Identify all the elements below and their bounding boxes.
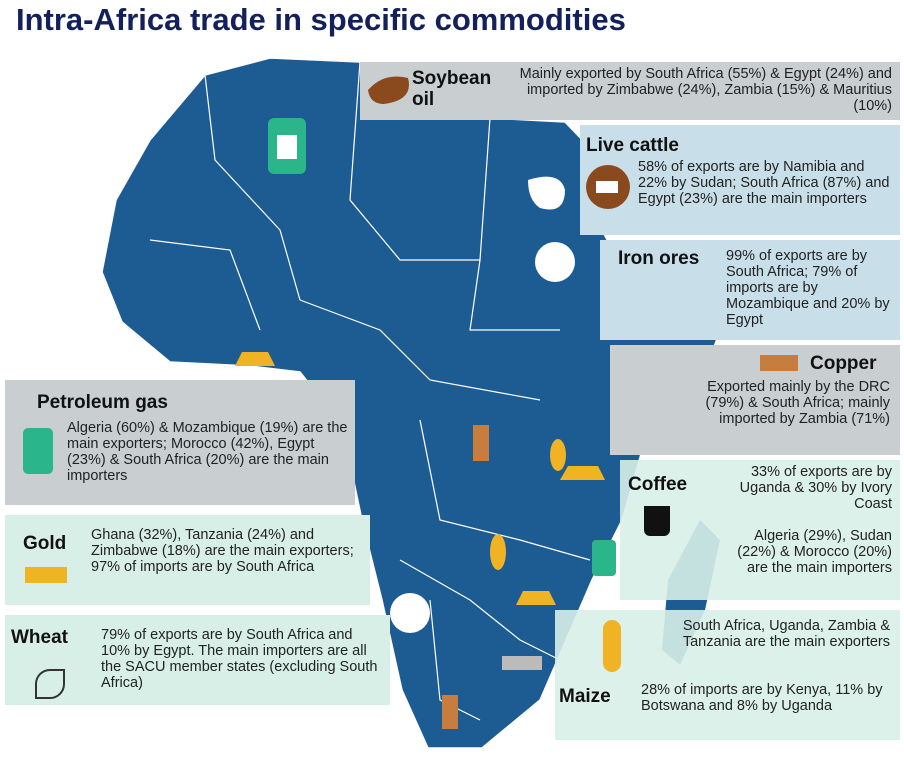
maize-icon (490, 534, 506, 570)
panel-name: Gold (23, 533, 67, 554)
panel-name: Petroleum gas (37, 392, 168, 413)
borders (149, 61, 591, 721)
panel-name: Iron ores (618, 248, 700, 269)
panel: Copper Exported mainly by the DRC (79%) … (610, 345, 900, 455)
panel-text: 33% of exports are by Uganda & 30% by Iv… (739, 464, 892, 512)
panel: Coffee 33% of exports are by Uganda & 30… (620, 460, 900, 600)
panel: Iron ores 99% of exports are by South Af… (600, 240, 900, 340)
bean (368, 76, 409, 104)
panel-text: Algeria (29%), Sudan (22%) & Morocco (20… (737, 528, 892, 576)
cattle-icon (535, 242, 575, 282)
panel: Maize South Africa, Uganda, Zambia & Tan… (555, 610, 900, 740)
bottle-icon (592, 540, 616, 576)
maize-icon (550, 439, 566, 471)
panel-text: Ghana (32%), Tanzania (24%) and Zimbabwe… (91, 527, 354, 575)
bottle-label (277, 135, 297, 159)
panel-text: 79% of exports are by South Africa and 1… (101, 627, 378, 691)
panel-text: Mainly exported by South Africa (55%) & … (519, 66, 892, 114)
copper-icon (473, 425, 489, 461)
panel-name: Coffee (628, 474, 688, 495)
icon-cow (596, 181, 618, 193)
panel-name: Maize (559, 686, 611, 707)
maize-icon (603, 620, 621, 672)
coffee-icon (644, 506, 670, 536)
panel: Petroleum gas Algeria (60%) & Mozambique… (5, 380, 355, 505)
gold-icon (25, 567, 67, 583)
panel-name: Live cattle (586, 135, 679, 156)
panel: Live cattle 58% of exports are by Namibi… (580, 125, 900, 235)
cattle-icon (586, 165, 630, 209)
panel-name: Copper (810, 353, 877, 374)
panel-text: South Africa, Uganda, Zambia & Tanzania … (682, 618, 890, 650)
title: Intra-Africa trade in specific commoditi… (16, 2, 626, 37)
bean-icon (528, 176, 565, 210)
iron-icon (502, 656, 542, 670)
bottle-icon (23, 428, 53, 474)
copper-icon (760, 355, 798, 371)
africa-mainland (101, 57, 723, 749)
panel-text: 58% of exports are by Namibia and 22% by… (638, 159, 890, 207)
panel-text: Algeria (60%) & Mozambique (19%) are the… (67, 420, 348, 484)
copper-icon (442, 695, 458, 729)
panel-text: Exported mainly by the DRC (79%) & South… (705, 379, 890, 427)
cattle-icon (390, 593, 430, 633)
wheat-icon (35, 669, 65, 699)
panel-text: 99% of exports are by South Africa; 79% … (726, 248, 890, 328)
panel: Soybean oil Mainly exported by South Afr… (360, 62, 900, 120)
panel: Wheat 79% of exports are by South Africa… (5, 615, 390, 705)
panel-name: Soybean oil (412, 68, 492, 110)
soybean-icon (368, 76, 409, 104)
panel: Gold Ghana (32%), Tanzania (24%) and Zim… (5, 515, 370, 605)
panel-text: 28% of imports are by Kenya, 11% by Bots… (641, 682, 883, 714)
panel-name: Wheat (11, 627, 68, 648)
